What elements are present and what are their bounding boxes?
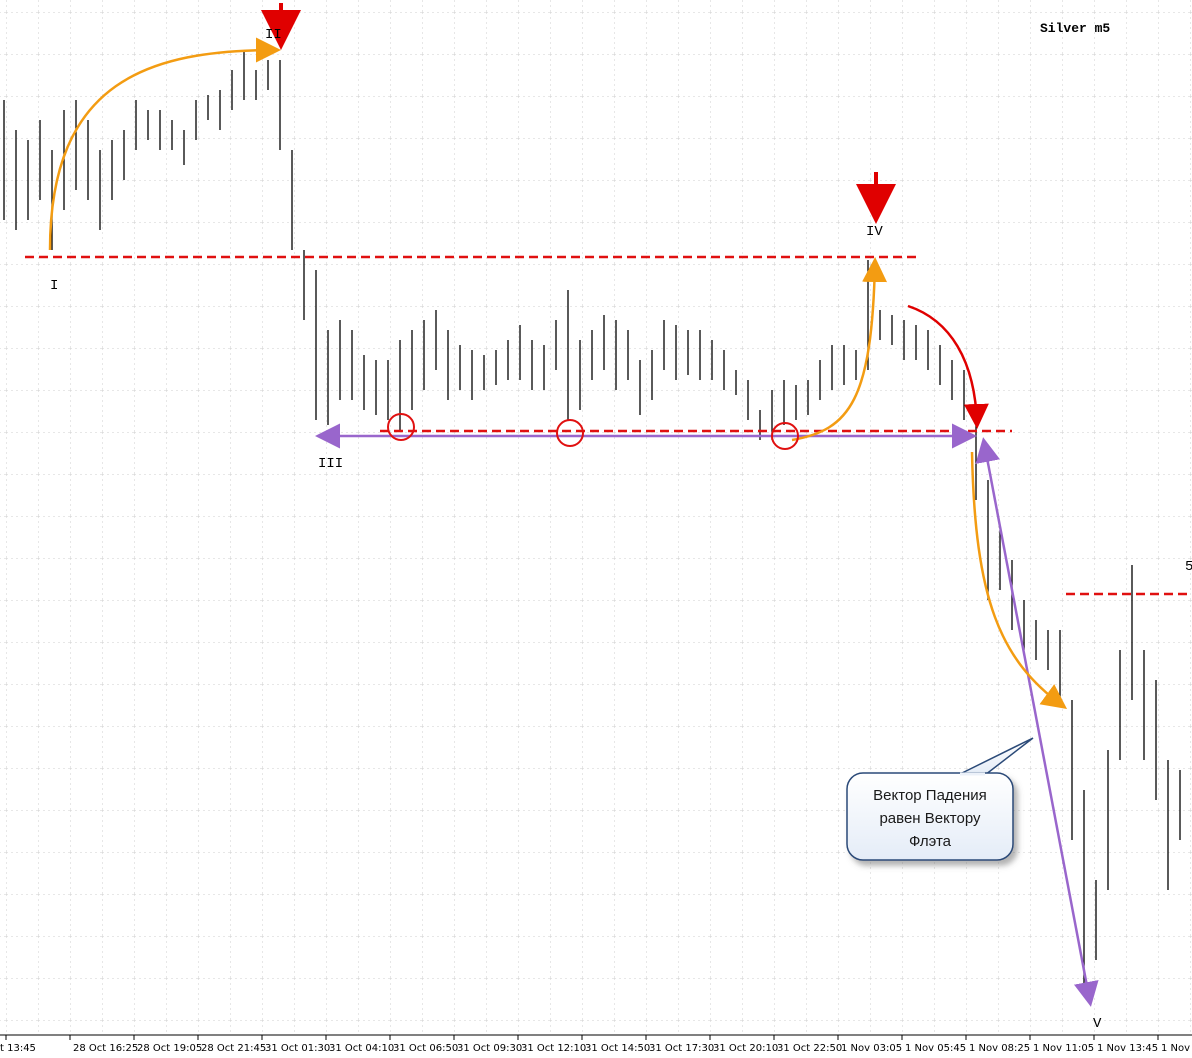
- x-tick-label: 1 Nov 05:45: [905, 1043, 966, 1054]
- touch-circle: [556, 419, 584, 447]
- callout-text: Флэта: [909, 833, 952, 850]
- wave-label: V: [1093, 1016, 1102, 1032]
- x-tick-label: 28 Oct 21:45: [201, 1043, 266, 1054]
- touch-circle: [771, 422, 799, 450]
- wave-label: IV: [866, 224, 883, 240]
- x-tick-label: t 13:45: [0, 1043, 36, 1054]
- chart-title: Silver m5: [1040, 21, 1110, 36]
- x-tick-label: 31 Oct 20:10: [713, 1043, 778, 1054]
- touch-circle: [387, 413, 415, 441]
- x-tick-label: 31 Oct 12:10: [521, 1043, 586, 1054]
- x-tick-label: 31 Oct 09:30: [457, 1043, 522, 1054]
- time-axis: [0, 1035, 1192, 1058]
- trend-curve: [48, 37, 281, 251]
- trend-curve: [970, 451, 1068, 709]
- x-tick-label: 31 Oct 01:30: [265, 1043, 330, 1054]
- x-tick-label: 1 Nov 03:05: [841, 1043, 902, 1054]
- wave-label: 5: [1185, 559, 1192, 575]
- callout-text: равен Вектору: [879, 810, 981, 827]
- wave-label: II: [265, 27, 282, 43]
- annotations-layer: [25, 3, 1192, 1007]
- trend-curve: [907, 304, 989, 429]
- x-tick-label: 31 Oct 17:30: [649, 1043, 714, 1054]
- callout-box: [846, 772, 1014, 861]
- x-tick-label: 1 Nov 11:05: [1033, 1043, 1094, 1054]
- x-tick-label: 1 Nov 13:45: [1097, 1043, 1158, 1054]
- x-tick-label: 28 Oct 16:25: [73, 1043, 138, 1054]
- x-tick-label: 1 Nov 08:25: [969, 1043, 1030, 1054]
- x-tick-label: 31 Oct 04:10: [329, 1043, 394, 1054]
- wave-label: III: [318, 456, 343, 472]
- x-tick-label: 31 Oct 06:50: [393, 1043, 458, 1054]
- grid: [0, 0, 1192, 1035]
- callout-text: Вектор Падения: [873, 787, 987, 804]
- trend-curve: [791, 257, 888, 442]
- x-tick-label: 1 Nov 16:25: [1161, 1043, 1192, 1054]
- x-tick-label: 31 Oct 14:50: [585, 1043, 650, 1054]
- x-tick-label: 31 Oct 22:50: [777, 1043, 842, 1054]
- fall-vector: [975, 437, 1099, 1007]
- wave-label: I: [50, 278, 58, 294]
- x-tick-label: 28 Oct 19:05: [137, 1043, 202, 1054]
